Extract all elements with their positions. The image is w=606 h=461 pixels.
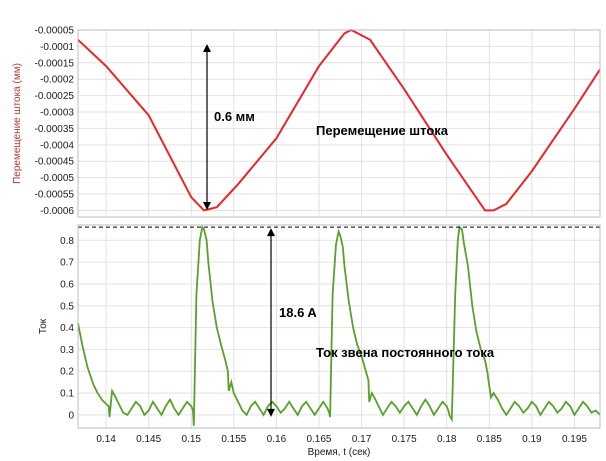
current-y-tick-label: 0.1 — [60, 389, 74, 400]
displacement-y-ticks: -0.00005 -0.0001 -0.00015 -0.0002 -0.00025 -0… — [35, 26, 75, 217]
time-x-tick-label: 0.175 — [392, 434, 417, 445]
time-x-tick-label: 0.16 — [267, 434, 287, 445]
current-arrow-head-bottom — [267, 408, 275, 417]
displacement-series-line — [77, 28, 601, 212]
displacement-y-tick-label: -0.00025 — [35, 91, 75, 102]
current-y-tick-label: 0.2 — [60, 367, 74, 378]
amplitude-arrow-head-bottom — [203, 202, 211, 210]
displacement-y-tick-label: -0.0005 — [40, 173, 74, 184]
amplitude-annotation: 0.6 мм — [214, 109, 255, 124]
time-x-tick-label: 0.145 — [136, 434, 161, 445]
displacement-y-tick-label: -0.00035 — [35, 124, 75, 135]
current-y-tick-label: 0.6 — [60, 279, 74, 290]
displacement-series-label: Перемещение штока — [316, 123, 449, 138]
current-y-ticks: 0 0.1 0.2 0.3 0.4 0.5 0.6 0.7 0.8 — [60, 236, 74, 422]
time-x-tick-label: 0.14 — [96, 434, 116, 445]
time-x-tick-label: 0.165 — [306, 434, 331, 445]
displacement-y-tick-label: -0.00055 — [35, 190, 75, 201]
time-x-tick-label: 0.17 — [352, 434, 372, 445]
time-x-tick-label: 0.18 — [437, 434, 457, 445]
current-arrow-head-top — [267, 228, 275, 237]
displacement-y-tick-label: -0.0001 — [40, 42, 74, 53]
displacement-grid — [78, 29, 600, 217]
current-y-tick-label: 0.7 — [60, 258, 74, 269]
time-x-tick-label: 0.15 — [182, 434, 202, 445]
current-grid — [78, 225, 600, 428]
current-y-tick-label: 0.5 — [60, 301, 74, 312]
time-x-axis-label: Время, t (сек) — [308, 447, 371, 458]
time-x-tick-label: 0.185 — [477, 434, 502, 445]
displacement-plot-frame — [77, 29, 601, 218]
displacement-y-tick-label: -0.0006 — [40, 206, 74, 217]
displacement-plot: -0.00005 -0.0001 -0.00015 -0.0002 -0.00025 -0… — [12, 26, 601, 218]
current-series-line — [77, 225, 601, 426]
current-x-ticks: 0.14 0.145 0.15 0.155 0.16 0.165 0.17 0.175 0.18… — [96, 434, 587, 445]
displacement-y-tick-label: -0.0002 — [40, 75, 74, 86]
current-y-tick-label: 0 — [68, 410, 74, 421]
displacement-y-tick-label: -0.00005 — [35, 26, 75, 37]
time-x-tick-label: 0.19 — [522, 434, 542, 445]
amplitude-arrow — [203, 44, 211, 210]
current-plot-frame — [77, 224, 601, 429]
current-y-tick-label: 0.4 — [60, 323, 74, 334]
current-y-tick-label: 0.8 — [60, 236, 74, 247]
amplitude-arrow-head-top — [203, 44, 211, 52]
current-amplitude-arrow — [267, 228, 275, 417]
current-y-axis-label: Ток — [38, 318, 49, 334]
displacement-y-axis-label: Перемещение штока (мм) — [12, 63, 23, 184]
displacement-y-tick-label: -0.0003 — [40, 108, 74, 119]
current-amplitude-annotation: 18.6 A — [279, 305, 317, 320]
current-plot: 00.10.20.30.40.50.60.70.8 0.14 0.145 0.15 0… — [38, 224, 601, 458]
current-series-label: Ток звена постоянного тока — [316, 345, 495, 360]
current-y-tick-label: 0.3 — [60, 345, 74, 356]
time-x-tick-label: 0.195 — [562, 434, 587, 445]
displacement-y-tick-label: -0.00015 — [35, 58, 75, 69]
displacement-y-tick-label: -0.00045 — [35, 157, 75, 168]
time-x-tick-label: 0.155 — [221, 434, 246, 445]
displacement-y-tick-label: -0.0004 — [40, 140, 74, 151]
